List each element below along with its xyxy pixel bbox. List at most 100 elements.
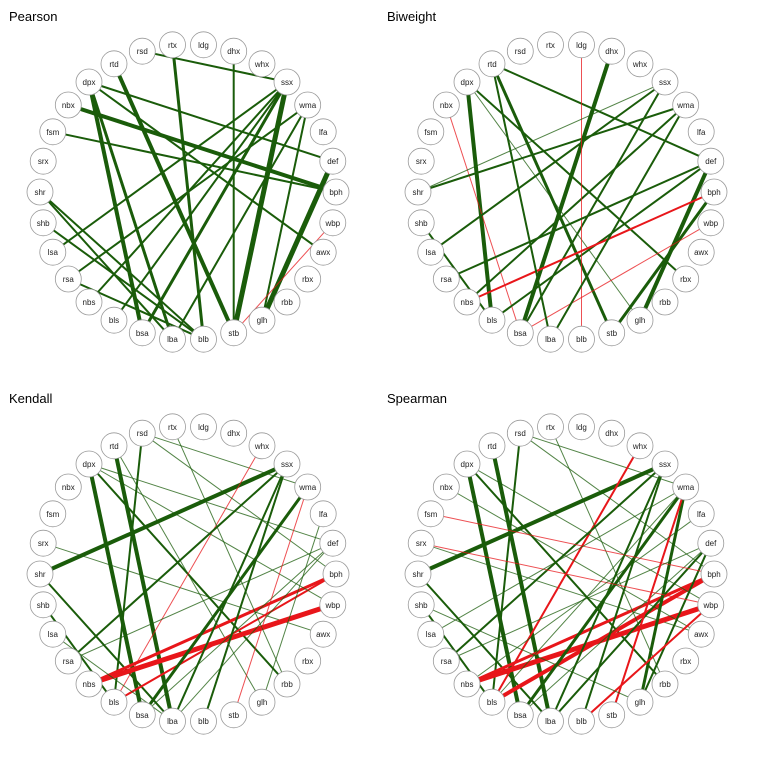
node-lsa: lsa (417, 238, 445, 266)
node-label: lfa (319, 510, 328, 519)
node-lsa: lsa (39, 620, 67, 648)
edge-bls-bph (490, 572, 716, 704)
node-label: lsa (48, 630, 59, 639)
node-label: srx (38, 539, 49, 548)
node-circle (309, 500, 337, 528)
node-circle (598, 319, 626, 347)
node-circle (322, 178, 350, 206)
edge-nbs-wbp (88, 602, 334, 687)
node-circle (190, 31, 217, 59)
node-wma: wma (672, 473, 700, 501)
node-label: rsd (137, 429, 148, 438)
node-circle (322, 560, 350, 588)
node-circle (568, 413, 595, 441)
node-circle (478, 432, 506, 460)
node-label: fsm (424, 128, 437, 137)
node-label: dhx (605, 429, 618, 438)
node-label: dpx (461, 460, 474, 469)
node-srx: srx (407, 529, 435, 557)
node-label: rtx (546, 41, 555, 50)
node-label: bsa (514, 711, 527, 720)
node-label: awx (694, 248, 708, 257)
node-circle (478, 688, 506, 716)
node-shr: shr (404, 560, 432, 588)
node-label: bph (707, 188, 720, 197)
node-rbx: rbx (672, 647, 700, 675)
node-circle (506, 37, 534, 65)
node-label: lba (545, 335, 556, 344)
node-circle (453, 288, 481, 316)
node-label: shb (415, 219, 428, 228)
node-lba: lba (159, 325, 186, 353)
node-circle (54, 647, 82, 675)
edge-bls-def (491, 160, 712, 322)
node-label: ssx (281, 460, 293, 469)
node-circle (248, 306, 276, 334)
node-circle (319, 209, 347, 237)
node-circle (697, 591, 725, 619)
node-rbx: rbx (672, 265, 700, 293)
node-bph: bph (700, 178, 728, 206)
edge-glh-def (638, 160, 713, 322)
node-circle (672, 91, 700, 119)
node-circle (294, 473, 322, 501)
edge-srx-wbp (421, 542, 711, 606)
node-label: wma (676, 101, 694, 110)
node-label: srx (416, 157, 427, 166)
node-label: shr (412, 188, 423, 197)
node-circle (687, 620, 715, 648)
node-circle (26, 178, 54, 206)
node-circle (190, 325, 217, 353)
edge-rsa-ssx (67, 463, 288, 662)
node-label: ldg (576, 41, 587, 50)
edge-glh-def (259, 160, 336, 322)
node-circle (159, 325, 186, 353)
node-circle (626, 306, 654, 334)
node-circle (248, 432, 276, 460)
node-circle (309, 238, 337, 266)
node-label: rbx (302, 657, 313, 666)
edge-lba-ssx (549, 463, 666, 722)
node-circle (417, 238, 445, 266)
node-label: ssx (281, 78, 293, 87)
node-label: rbx (680, 275, 691, 284)
node-label: blb (198, 717, 209, 726)
edge-nbs-bph (466, 191, 715, 303)
nodes: rtx ldg dhx whx ssx wma lfa def bph wbp awx rbx rbb g… (404, 413, 728, 735)
edge-lba-def (549, 542, 712, 722)
node-circle (309, 118, 337, 146)
node-label: fsm (46, 510, 59, 519)
node-circle (100, 306, 128, 334)
node-label: rbx (680, 657, 691, 666)
edge-dpx-def (88, 463, 333, 544)
edges (39, 44, 337, 341)
node-whx: whx (248, 432, 276, 460)
node-lfa: lfa (309, 118, 337, 146)
edge-rsd-bph (142, 432, 337, 575)
node-bph: bph (322, 560, 350, 588)
node-shb: shb (29, 209, 57, 237)
node-blb: blb (190, 325, 217, 353)
node-nbs: nbs (75, 288, 103, 316)
node-rbb: rbb (651, 288, 679, 316)
node-label: bph (329, 188, 342, 197)
node-label: rtx (546, 423, 555, 432)
edge-blb-ssx (202, 463, 288, 722)
node-label: glh (635, 698, 646, 707)
node-dhx: dhx (220, 419, 248, 447)
edge-glh-lfa (261, 513, 324, 703)
node-label: whx (632, 442, 647, 451)
node-circle (568, 707, 595, 735)
edge-stb-bph (610, 191, 716, 334)
node-circle (537, 31, 564, 59)
edge-bsa-dhx (518, 50, 614, 334)
node-circle (273, 670, 301, 698)
node-circle (220, 419, 248, 447)
node-glh: glh (248, 306, 276, 334)
node-rtd: rtd (478, 432, 506, 460)
node-circle (407, 529, 435, 557)
node-lba: lba (537, 325, 564, 353)
node-lsa: lsa (39, 238, 67, 266)
edge-bsa-ssx (141, 81, 289, 334)
panel-title: Biweight (387, 9, 437, 24)
